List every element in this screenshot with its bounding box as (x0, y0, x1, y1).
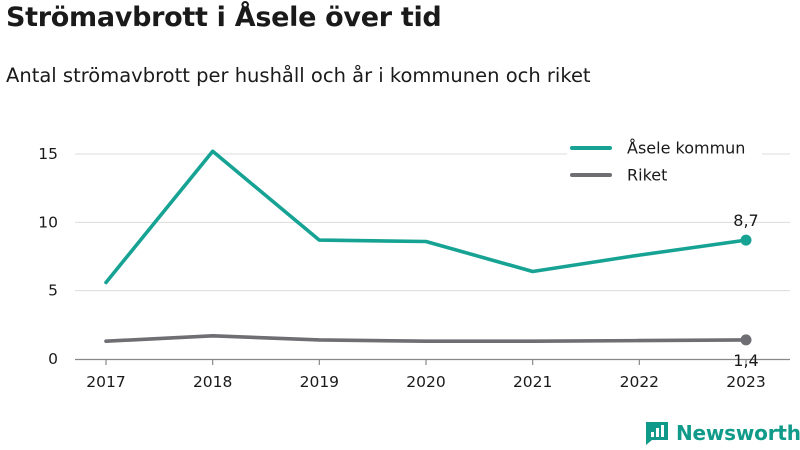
brand-logo[interactable]: Newsworthy (644, 418, 800, 448)
x-tick-label-2020: 2020 (406, 373, 445, 391)
newsworthy-logo-icon (646, 422, 668, 445)
legend-bg-asele-kommun (567, 137, 762, 159)
x-tick-label-2023: 2023 (726, 373, 765, 391)
x-tick-label-2022: 2022 (620, 373, 659, 391)
series-line-riket (104, 333, 748, 344)
brand-name: Newsworthy (676, 421, 800, 445)
legend-label-asele-kommun: Åsele kommun (627, 139, 745, 158)
y-tick-label-5: 5 (48, 282, 58, 300)
data-label-asele-kommun-2023: 8,7 (733, 211, 758, 230)
series-end-point-riket (740, 334, 752, 346)
chart-title: Strömavbrott i Åsele över tid (6, 2, 442, 33)
y-tick-label-10: 10 (38, 213, 58, 231)
x-tick-label-2019: 2019 (300, 373, 339, 391)
x-tick-label-2018: 2018 (193, 373, 232, 391)
y-tick-label-15: 15 (38, 145, 58, 163)
data-label-riket-2023: 1,4 (733, 351, 758, 370)
chart-subtitle: Antal strömavbrott per hushåll och år i … (6, 64, 591, 87)
series-end-point-asele-kommun (740, 234, 752, 246)
x-tick-label-2021: 2021 (513, 373, 552, 391)
legend-bg-riket (567, 164, 762, 186)
y-tick-label-0: 0 (48, 350, 58, 368)
x-tick-label-2017: 2017 (86, 373, 125, 391)
series-line-asele-kommun (104, 149, 748, 285)
legend-label-riket: Riket (627, 166, 667, 185)
